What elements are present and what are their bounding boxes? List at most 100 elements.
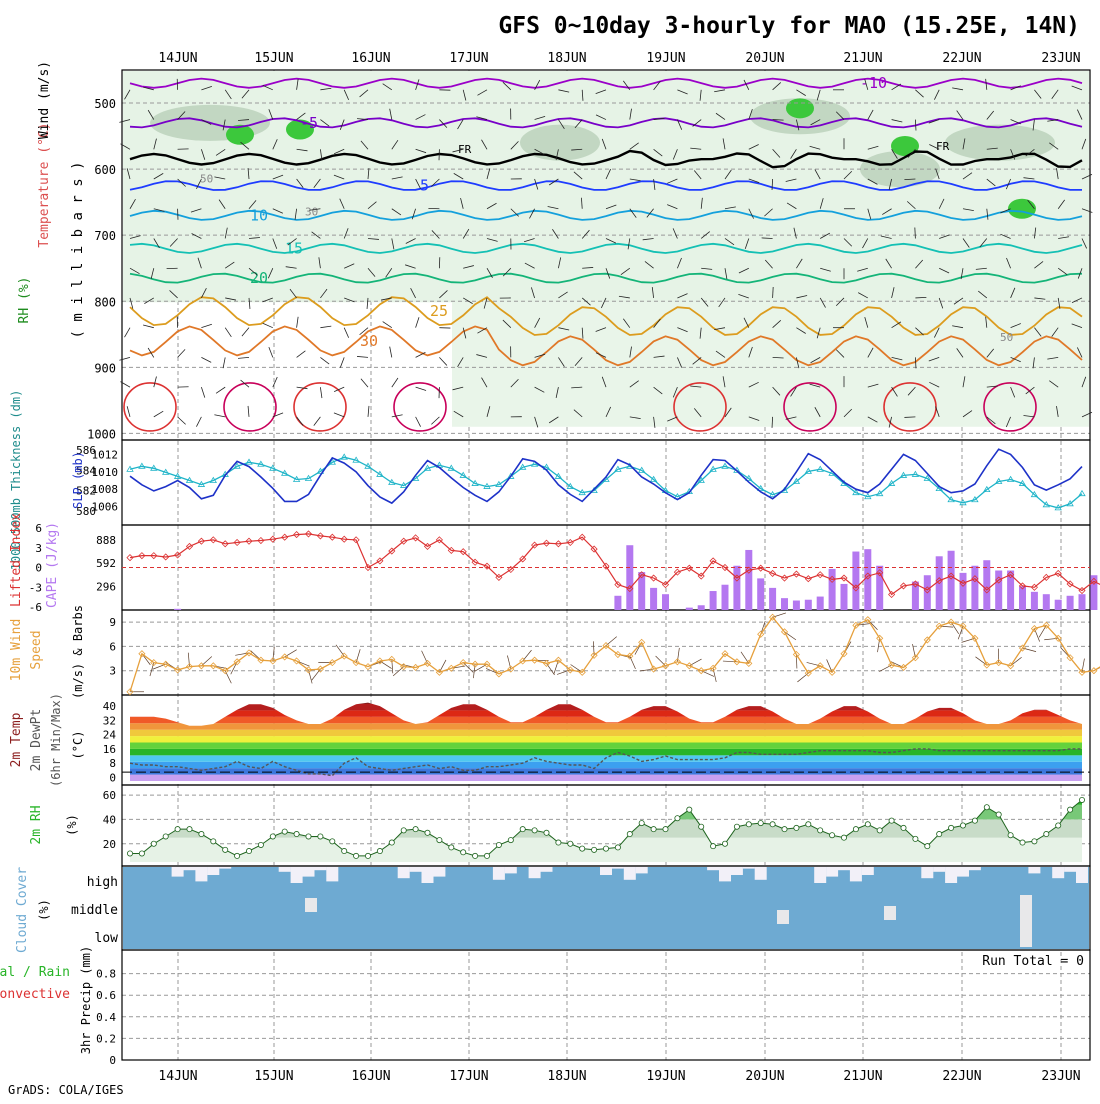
wind-barb (320, 387, 322, 398)
rh-band-ref (123, 789, 1089, 805)
wind-barb (320, 326, 331, 328)
temp-tick-label: 8 (109, 757, 116, 770)
wind-barb (154, 411, 163, 417)
cloud-gap (957, 867, 969, 877)
temp-tick-label: 0 (109, 771, 116, 784)
rh-point (782, 827, 787, 832)
wind-barb (242, 328, 249, 336)
rh-point (806, 822, 811, 827)
temp-band (122, 723, 1090, 729)
cape-bar (710, 591, 717, 610)
rh-band (122, 819, 1090, 837)
cloud-gap (838, 867, 850, 870)
panel-frame-wind (122, 610, 1090, 695)
cloud-gap-mid (1020, 895, 1032, 947)
wind-barb (320, 357, 329, 364)
wind-tick-label: 3 (109, 665, 116, 678)
precip-tick-label: 0.2 (96, 1032, 116, 1045)
thickness-point (1079, 491, 1085, 496)
wind-barb (392, 378, 398, 387)
cloud-gap (195, 867, 207, 881)
li-tick-label: -6 (29, 601, 42, 614)
rh-point (675, 816, 680, 821)
cape-bar (174, 609, 181, 610)
rh-contour-label: 50 (200, 172, 213, 185)
rh-point (592, 847, 597, 852)
cloud-level-high: high (87, 875, 118, 890)
rh2m-unit-label: (%) (65, 814, 79, 836)
rh-point (139, 851, 144, 856)
cape-bar (1043, 594, 1050, 610)
slp-tick-label: 1006 (92, 501, 119, 514)
rh-point (937, 831, 942, 836)
cape-bar (662, 594, 669, 610)
rh-point (520, 827, 525, 832)
date-label-top: 22JUN (942, 51, 981, 66)
wind-barb (127, 406, 130, 417)
wind-axis-label: 10m Wind (9, 619, 24, 682)
rh-shade-lower (452, 301, 1089, 427)
rh-point (318, 834, 323, 839)
rh-point (699, 824, 704, 829)
rh-point (734, 824, 739, 829)
cloud-gap (755, 867, 767, 880)
rh-band-ref (123, 789, 1089, 819)
date-label-top: 21JUN (843, 51, 882, 66)
dewpt-axis-label: 2m DewPt (29, 709, 44, 772)
wind-barb (143, 325, 154, 328)
precip-tick-label: 0.4 (96, 1011, 116, 1024)
cape-bar (1055, 600, 1062, 610)
cloud-gap (850, 867, 862, 881)
pressure-tick-label: 900 (94, 361, 116, 375)
rh-point (330, 839, 335, 844)
isotherm-label: 30 (360, 332, 378, 350)
cape-bar (686, 608, 693, 610)
wind-barb (196, 417, 201, 427)
precip-tick-label: 0 (109, 1054, 116, 1067)
rh-point (496, 842, 501, 847)
date-label-top: 15JUN (254, 51, 293, 66)
wind-barbs-axis-label: (m/s) & Barbs (71, 605, 85, 699)
rh-point (532, 828, 537, 833)
wind-barb (201, 324, 211, 327)
hot-contour (124, 383, 176, 431)
rh-point (925, 844, 930, 849)
rh-point (603, 846, 608, 851)
wind-barb (314, 417, 321, 426)
date-label-bottom: 23JUN (1041, 1069, 1080, 1084)
slp-line (130, 449, 1082, 503)
isotherm-label: -5 (300, 114, 318, 132)
slp-tick-label: 1012 (92, 448, 119, 461)
rh-point (413, 827, 418, 832)
rh-point (377, 848, 382, 853)
rh-point (841, 835, 846, 840)
cloud-gap (826, 867, 838, 877)
slp-axis-label: SLP (mb) (71, 451, 85, 509)
wind-barb (390, 347, 392, 358)
temp-band (122, 749, 1090, 755)
rh-point (972, 818, 977, 823)
cape-bar (650, 588, 657, 610)
cloud-gap (600, 867, 612, 875)
cloud-fill (123, 867, 1089, 949)
cloud-gap (921, 867, 933, 878)
li-tick-label: 6 (35, 522, 42, 535)
cape-bar (781, 598, 788, 610)
cape-bar (960, 573, 967, 610)
temp-band (122, 717, 1090, 723)
cloud-level-middle: middle (71, 903, 118, 918)
rh-point (235, 853, 240, 858)
cape-bar (805, 600, 812, 610)
temp-tick-label: 40 (103, 700, 116, 713)
date-label-bottom: 19JUN (646, 1069, 685, 1084)
cloud-gap (707, 867, 719, 870)
rh-point (151, 841, 156, 846)
rh-point (175, 827, 180, 832)
cloud-gap (1028, 867, 1040, 873)
li-tick-label: 3 (35, 542, 42, 555)
date-label-bottom: 20JUN (745, 1069, 784, 1084)
cloud-gap (303, 867, 315, 877)
credit-label: GrADS: COLA/IGES (8, 1083, 124, 1097)
cape-bar (614, 596, 621, 610)
cloud-gap (207, 867, 219, 875)
